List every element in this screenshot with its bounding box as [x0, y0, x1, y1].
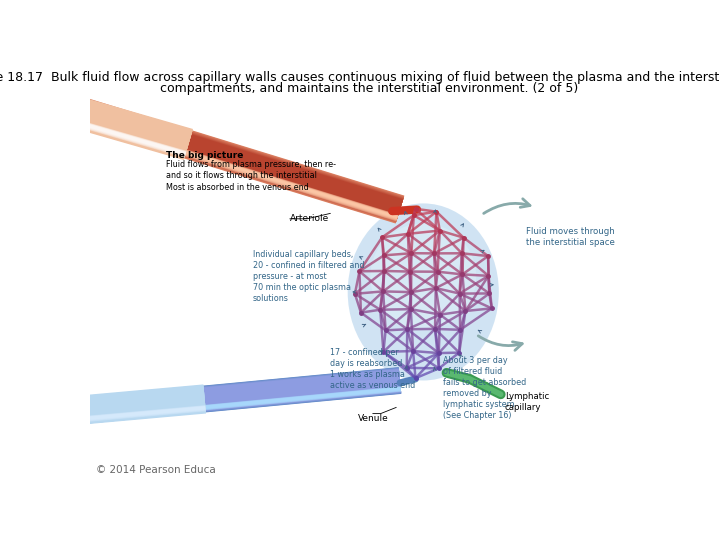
Ellipse shape	[370, 224, 476, 330]
Text: Fluid flows from plasma pressure, then re-
and so it flows through the interstit: Fluid flows from plasma pressure, then r…	[166, 159, 336, 192]
Text: The big picture: The big picture	[166, 151, 243, 160]
Polygon shape	[73, 368, 401, 424]
Polygon shape	[63, 94, 193, 159]
Polygon shape	[63, 96, 192, 158]
Text: Venule: Venule	[358, 414, 388, 423]
Polygon shape	[66, 385, 206, 425]
Polygon shape	[63, 117, 186, 157]
Text: About 3 per day
of filtered fluid
fails to get absorbed
removed by
lymphatic sys: About 3 per day of filtered fluid fails …	[443, 356, 526, 420]
Polygon shape	[63, 117, 186, 157]
Text: 17 - confined per
day is reabsorbed
1 works as plasma
active as venous end: 17 - confined per day is reabsorbed 1 wo…	[330, 348, 415, 390]
Polygon shape	[62, 94, 193, 160]
Polygon shape	[68, 406, 206, 424]
Polygon shape	[75, 387, 401, 421]
Polygon shape	[63, 96, 192, 159]
Polygon shape	[71, 98, 404, 221]
Polygon shape	[70, 96, 405, 224]
Polygon shape	[63, 117, 186, 158]
Polygon shape	[71, 116, 398, 220]
Polygon shape	[66, 386, 206, 424]
Polygon shape	[66, 384, 206, 426]
Text: Fluid moves through
the interstitial space: Fluid moves through the interstitial spa…	[526, 226, 615, 247]
Polygon shape	[71, 97, 404, 222]
Polygon shape	[71, 116, 398, 220]
Polygon shape	[71, 117, 398, 221]
Polygon shape	[73, 369, 401, 423]
Polygon shape	[67, 405, 206, 422]
Polygon shape	[63, 116, 186, 156]
Text: Arteriole: Arteriole	[290, 214, 329, 224]
Polygon shape	[75, 387, 401, 422]
Polygon shape	[73, 368, 401, 423]
Polygon shape	[71, 98, 403, 221]
Polygon shape	[71, 116, 398, 221]
Polygon shape	[72, 115, 398, 219]
Polygon shape	[71, 99, 403, 220]
Polygon shape	[75, 387, 401, 422]
Polygon shape	[73, 367, 401, 424]
Polygon shape	[68, 406, 206, 422]
Polygon shape	[66, 387, 206, 423]
Text: Individual capillary beds,
20 - confined in filtered and
pressure - at most
70 m: Individual capillary beds, 20 - confined…	[253, 249, 364, 303]
Polygon shape	[75, 387, 401, 422]
Polygon shape	[71, 115, 398, 219]
Polygon shape	[71, 96, 404, 223]
Polygon shape	[75, 386, 401, 421]
Text: Figure 18.17  Bulk fluid flow across capillary walls causes continuous mixing of: Figure 18.17 Bulk fluid flow across capi…	[0, 71, 720, 84]
Polygon shape	[75, 387, 401, 423]
Polygon shape	[71, 97, 404, 222]
Polygon shape	[73, 367, 401, 425]
Polygon shape	[68, 406, 206, 423]
Polygon shape	[73, 369, 401, 423]
Polygon shape	[63, 97, 192, 157]
Ellipse shape	[348, 204, 499, 381]
Text: © 2014 Pearson Educa: © 2014 Pearson Educa	[96, 465, 216, 475]
Polygon shape	[63, 116, 186, 155]
Polygon shape	[71, 116, 398, 220]
Text: Lymphatic
capillary: Lymphatic capillary	[505, 392, 549, 412]
Polygon shape	[71, 99, 403, 220]
Polygon shape	[72, 114, 398, 218]
Text: compartments, and maintains the interstitial environment. (2 of 5): compartments, and maintains the intersti…	[160, 82, 578, 94]
